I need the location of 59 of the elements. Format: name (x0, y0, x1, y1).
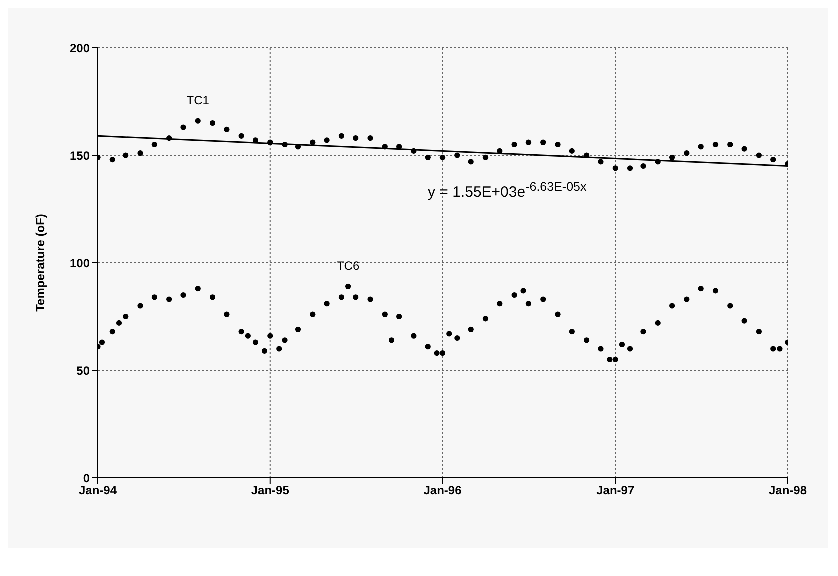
x-tick-label: Jan-97 (596, 484, 635, 498)
point (454, 152, 460, 158)
point (310, 140, 316, 146)
y-tick-label: 100 (70, 256, 90, 270)
point (728, 142, 734, 148)
point (684, 150, 690, 156)
point (512, 142, 518, 148)
point (468, 159, 474, 165)
point (224, 126, 230, 132)
point (138, 150, 144, 156)
point (640, 163, 646, 170)
y-tick-label: 0 (83, 471, 90, 486)
point (569, 148, 575, 154)
x-tick-label: Jan-96 (424, 484, 462, 498)
x-tick-label: Jan-95 (251, 484, 290, 498)
point (166, 136, 172, 142)
point (123, 152, 129, 158)
point (152, 142, 158, 148)
x-tick-label: Jan-98 (768, 484, 808, 498)
series-label: TC6 (336, 259, 360, 274)
series-label: TC1 (186, 94, 210, 108)
point (411, 148, 417, 154)
point (210, 120, 216, 126)
point (382, 144, 388, 150)
point (627, 166, 634, 172)
x-tick-label: Jan-94 (78, 484, 118, 498)
point (482, 154, 489, 160)
point (440, 154, 446, 160)
point (238, 133, 244, 139)
point (598, 159, 604, 165)
point (712, 142, 719, 148)
point (268, 140, 274, 146)
point (180, 124, 186, 130)
point (698, 144, 704, 150)
point (584, 152, 590, 158)
point (282, 142, 288, 148)
point (497, 148, 503, 154)
point (655, 159, 661, 165)
point (669, 154, 676, 160)
y-tick-label: 200 (70, 41, 90, 56)
point (770, 157, 776, 163)
y-tick-label: 150 (70, 148, 90, 163)
point (338, 133, 344, 139)
point (540, 140, 546, 146)
annotation: y = 1.55E+03e$^{-6.63E-05x}$ (428, 180, 587, 201)
point (526, 140, 532, 146)
point (110, 157, 116, 163)
point (195, 118, 201, 124)
point (368, 136, 374, 142)
point (612, 166, 618, 172)
point (756, 152, 762, 158)
point (555, 142, 561, 148)
y-axis-title: Temperature (oF) (33, 214, 48, 312)
point (742, 146, 748, 152)
point (425, 154, 431, 160)
point (295, 144, 302, 150)
point (324, 138, 330, 144)
y-tick-label: 50 (76, 364, 90, 378)
point (353, 136, 359, 142)
